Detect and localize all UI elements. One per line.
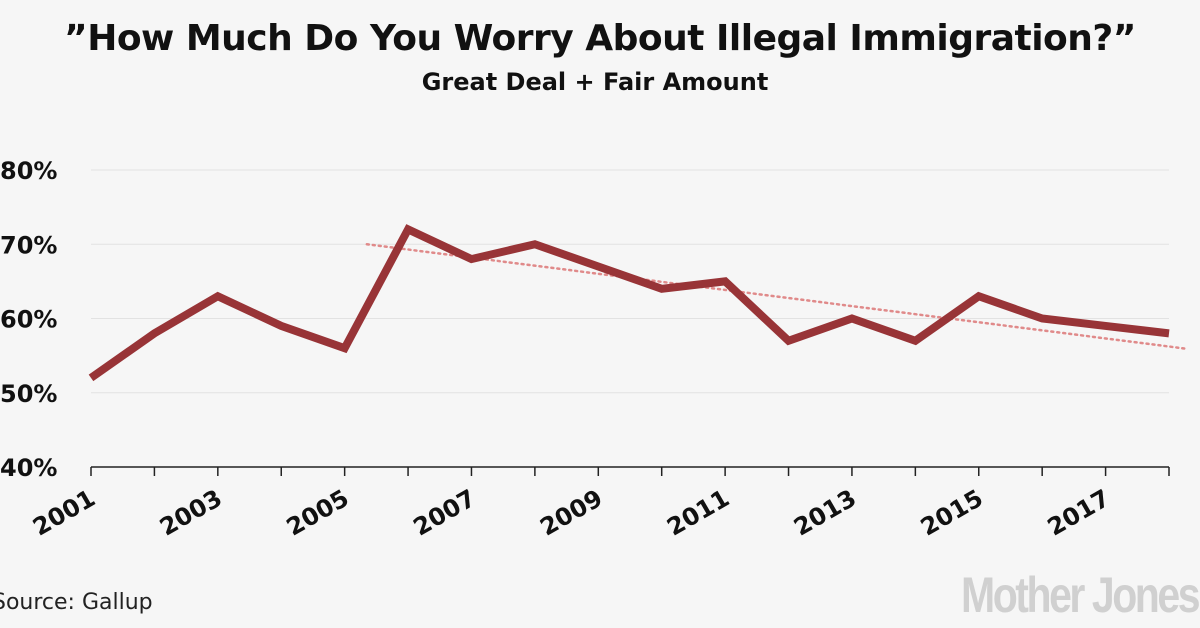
y-tick-label-80: 80%	[0, 157, 57, 185]
x-tick-label-2005: 2005	[282, 484, 354, 542]
y-axis: 40% 50% 60% 70% 80%	[0, 157, 57, 482]
trendline	[365, 243, 1190, 351]
x-tick-label-2009: 2009	[535, 484, 607, 542]
x-tick-label-2007: 2007	[409, 484, 481, 542]
series-group	[88, 224, 1170, 382]
x-axis: 2001 2003 2005 2007 2009 2011 2013 2015 2017	[28, 466, 1170, 542]
chart-subtitle: Great Deal + Fair Amount	[421, 68, 769, 96]
x-tick-label-2003: 2003	[155, 484, 227, 542]
brand-logo: Mother Jones	[960, 567, 1200, 623]
chart-title: ”How Much Do You Worry About Illegal Imm…	[64, 18, 1136, 59]
x-tick-label-2011: 2011	[662, 484, 734, 542]
y-tick-label-40: 40%	[0, 454, 57, 482]
x-tick-label-2015: 2015	[916, 484, 988, 542]
x-tick-label-2017: 2017	[1043, 484, 1115, 542]
series-line-0	[88, 224, 1170, 382]
source-note: Source: Gallup	[0, 590, 153, 615]
trendline-group	[365, 243, 1190, 351]
x-tick-label-2013: 2013	[789, 484, 861, 542]
y-tick-label-60: 60%	[0, 306, 57, 334]
y-tick-label-50: 50%	[0, 380, 57, 408]
x-tick-label-2001: 2001	[28, 484, 100, 542]
gridlines	[91, 169, 1169, 394]
y-tick-label-70: 70%	[0, 231, 57, 259]
